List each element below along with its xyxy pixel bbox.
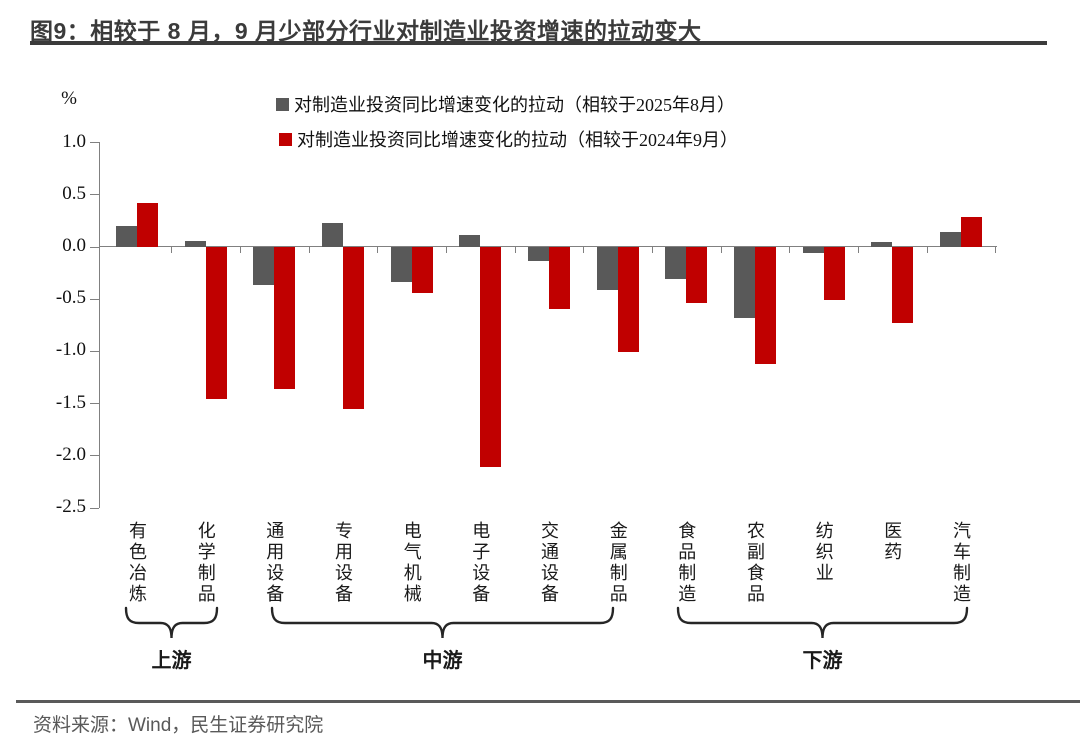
y-axis-tick: [90, 455, 99, 457]
group-label-3: 下游: [802, 650, 843, 672]
bar-mom-7: [528, 247, 549, 261]
category-label-9: 食品制造: [676, 521, 697, 605]
bar-yoy-9: [686, 247, 708, 304]
bar-yoy-10: [755, 247, 776, 364]
category-label-6: 电子设备: [470, 521, 491, 605]
x-axis-tick: [858, 247, 859, 253]
category-label-1: 有色冶炼: [127, 521, 147, 605]
bar-mom-9: [665, 247, 687, 280]
category-label-4: 专用设备: [333, 521, 353, 605]
y-axis-tick: [90, 507, 99, 509]
bar-mom-8: [596, 247, 618, 290]
y-axis-tick-label: 1.0: [62, 130, 86, 152]
bar-yoy-7: [549, 247, 570, 309]
y-axis-tick: [90, 350, 99, 352]
bar-mom-12: [871, 241, 893, 247]
bar-yoy-6: [480, 247, 502, 468]
group-label-2: 中游: [422, 650, 463, 672]
bar-yoy-11: [823, 247, 845, 301]
x-axis-tick: [446, 247, 447, 253]
y-axis-unit-label: %: [61, 88, 77, 109]
bar-yoy-8: [617, 247, 639, 353]
bar-yoy-13: [961, 216, 982, 247]
bar-yoy-3: [274, 247, 296, 389]
bar-yoy-2: [205, 247, 227, 400]
y-axis-tick-label: 0.0: [62, 235, 86, 256]
y-axis-tick-label: -1.0: [55, 339, 86, 361]
legend-item-2024sep: 对制造业投资同比增速变化的拉动（相较于2024年9月）: [279, 126, 738, 152]
legend-label: 对制造业投资同比增速变化的拉动（相较于2024年9月）: [297, 130, 738, 150]
data-source-note: 资料来源：Wind，民生证券研究院: [33, 715, 324, 736]
y-axis-tick: [90, 403, 99, 405]
bar-mom-2: [184, 240, 206, 247]
y-axis-tick: [90, 142, 99, 144]
x-axis-tick: [652, 247, 653, 253]
bar-mom-13: [940, 232, 961, 247]
y-axis-tick-label: -1.5: [55, 391, 86, 413]
brace-中游: [270, 606, 615, 639]
y-axis-tick-label: -2.0: [55, 443, 86, 465]
brace-上游: [124, 606, 219, 639]
x-axis-tick: [583, 247, 585, 253]
legend-item-2025aug: 对制造业投资同比增速变化的拉动（相较于2025年8月）: [276, 91, 735, 117]
brace-下游: [676, 606, 969, 639]
bar-yoy-12: [892, 247, 914, 324]
x-axis-tick: [789, 247, 791, 253]
title-underline: [30, 41, 1047, 45]
category-label-8: 金属制品: [607, 521, 628, 605]
legend-swatch-gray: [276, 97, 289, 111]
y-axis-tick-label: -0.5: [55, 287, 86, 309]
legend-swatch-red: [279, 132, 292, 146]
x-axis-tick: [926, 247, 928, 253]
y-axis-tick-label: 0.5: [62, 182, 86, 204]
category-label-3: 通用设备: [264, 521, 285, 605]
y-axis-tick: [90, 298, 99, 300]
footer-divider: [16, 700, 1080, 703]
group-braces: [124, 606, 969, 639]
y-axis-line: [99, 142, 100, 508]
y-axis-tick: [90, 194, 99, 196]
y-axis-tick-label: -2.5: [55, 496, 86, 517]
y-axis-tick: [90, 246, 99, 248]
x-axis-tick: [720, 247, 722, 253]
x-axis-tick: [171, 247, 173, 253]
category-label-12: 医药: [882, 521, 903, 563]
x-axis-tick: [308, 247, 310, 253]
x-axis-tick: [240, 247, 241, 253]
category-label-5: 电气机械: [401, 521, 422, 605]
legend-label: 对制造业投资同比增速变化的拉动（相较于2025年8月）: [294, 95, 735, 115]
bar-mom-4: [322, 223, 343, 247]
bar-mom-10: [734, 247, 755, 318]
category-label-10: 农副食品: [745, 521, 765, 605]
x-axis-line: [99, 246, 997, 247]
bar-mom-5: [390, 247, 412, 282]
bar-yoy-1: [137, 203, 158, 247]
category-label-2: 化学制品: [195, 521, 216, 605]
bar-yoy-5: [411, 247, 433, 293]
x-axis-tick: [995, 247, 997, 253]
x-axis-tick: [377, 247, 379, 253]
x-axis-tick: [514, 247, 516, 253]
figure-title: 图9：相较于 8 月，9 月少部分行业对制造业投资增速的拉动变大: [30, 18, 702, 44]
bar-mom-1: [116, 226, 137, 247]
bar-yoy-4: [343, 247, 364, 409]
group-label-1: 上游: [151, 650, 192, 672]
category-label-7: 交通设备: [539, 521, 559, 605]
category-label-13: 汽车制造: [951, 521, 971, 605]
bar-mom-3: [253, 247, 275, 285]
category-label-11: 纺织业: [813, 521, 834, 584]
bar-mom-11: [802, 247, 824, 254]
bar-mom-6: [459, 234, 481, 247]
